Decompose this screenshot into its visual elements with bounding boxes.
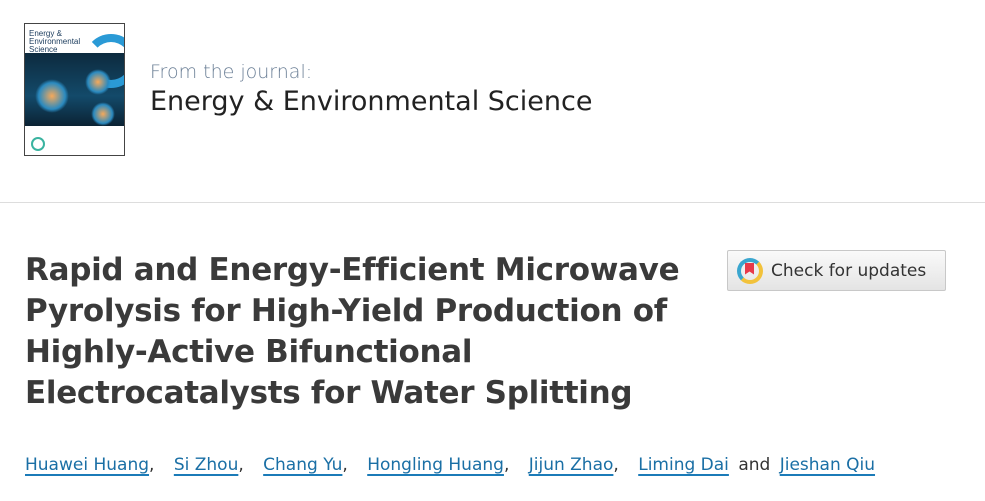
journal-cover-image[interactable]: Energy & Environmental Science [24,23,125,156]
and-text: and [738,455,771,475]
author-link[interactable]: Liming Dai [638,455,729,475]
cover-graphic-sphere [85,69,111,95]
rsc-logo-icon [31,137,45,151]
separator: , [342,455,348,475]
author-link[interactable]: Jijun Zhao [528,455,614,475]
author-link[interactable]: Huawei Huang [25,455,150,475]
separator: , [503,455,510,475]
divider [0,202,985,203]
crossmark-icon [737,257,763,284]
author-list: Huawei Huang, Si Zhou, Chang Yu, Honglin… [25,455,875,475]
author-link[interactable]: Hongling Huang [367,455,504,475]
check-for-updates-label: Check for updates [771,260,927,281]
separator: , [613,455,619,475]
author-link[interactable]: Jieshan Qiu [779,455,876,475]
separator: , [238,455,244,475]
article-title: Rapid and Energy-Efficient Microwave Pyr… [25,252,680,411]
check-for-updates-button[interactable]: Check for updates [727,250,946,291]
cover-graphic-sphere [91,102,115,126]
separator: , [149,455,155,475]
from-journal-label: From the journal: [150,61,313,83]
author-link[interactable]: Chang Yu [263,455,343,475]
cover-title: Energy & Environmental Science [29,29,81,54]
author-link[interactable]: Si Zhou [173,455,239,475]
cover-graphic-sphere [35,79,69,113]
journal-name-link[interactable]: Energy & Environmental Science [150,86,593,117]
